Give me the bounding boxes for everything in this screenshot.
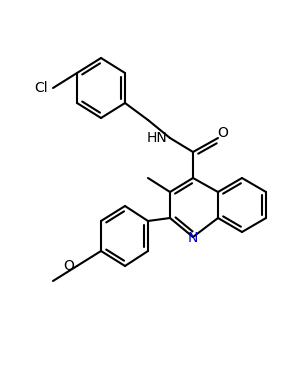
Text: O: O [218, 126, 228, 140]
Text: HN: HN [146, 131, 167, 145]
Text: O: O [63, 259, 74, 273]
Text: N: N [188, 231, 198, 245]
Text: Cl: Cl [34, 81, 48, 95]
